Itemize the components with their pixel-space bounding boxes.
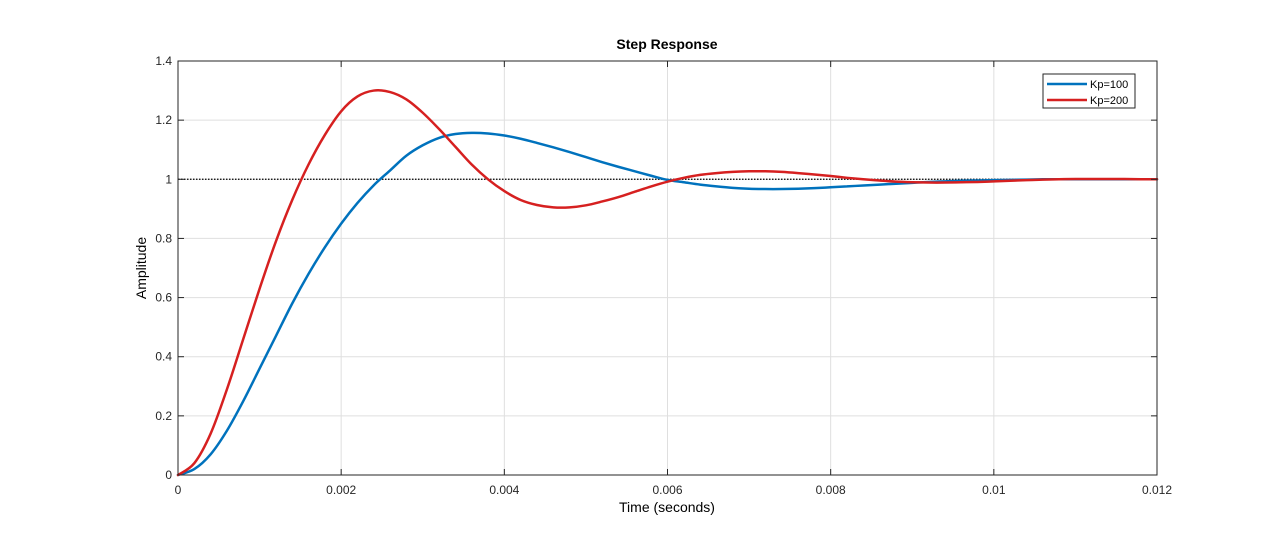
y-tick-label: 0.2 — [155, 409, 172, 423]
chart-title: Step Response — [616, 36, 717, 52]
y-tick-label: 1.2 — [155, 113, 172, 127]
legend: Kp=100 Kp=200 — [1042, 73, 1136, 109]
legend-box — [1042, 73, 1136, 109]
x-axis-label: Time (seconds) — [619, 499, 715, 515]
tick-layer: 0 0.002 0.004 0.006 0.008 0.01 0.012 0 0.2 0.4 0.6… — [155, 54, 1172, 497]
y-tick-label: 1.4 — [155, 54, 172, 68]
x-tick-label: 0.01 — [982, 483, 1006, 497]
legend-label-kp200: Kp=200 — [1090, 95, 1128, 107]
y-tick-label: 0 — [165, 468, 172, 482]
y-tick-label: 0.6 — [155, 291, 172, 305]
series-layer — [176, 89, 1159, 477]
y-tick-label: 0.8 — [155, 231, 172, 245]
x-tick-label: 0.002 — [326, 483, 356, 497]
x-tick-label: 0.012 — [1142, 483, 1172, 497]
series-line-kp200 — [176, 89, 1159, 477]
y-tick-label: 1 — [165, 172, 172, 186]
x-tick-label: 0.004 — [489, 483, 519, 497]
grid — [178, 61, 1157, 475]
x-tick-label: 0 — [175, 483, 182, 497]
x-tick-label: 0.008 — [816, 483, 846, 497]
legend-label-kp100: Kp=100 — [1090, 79, 1128, 91]
y-tick-label: 0.4 — [155, 350, 172, 364]
y-axis-label: Amplitude — [133, 237, 149, 299]
x-tick-label: 0.006 — [652, 483, 682, 497]
